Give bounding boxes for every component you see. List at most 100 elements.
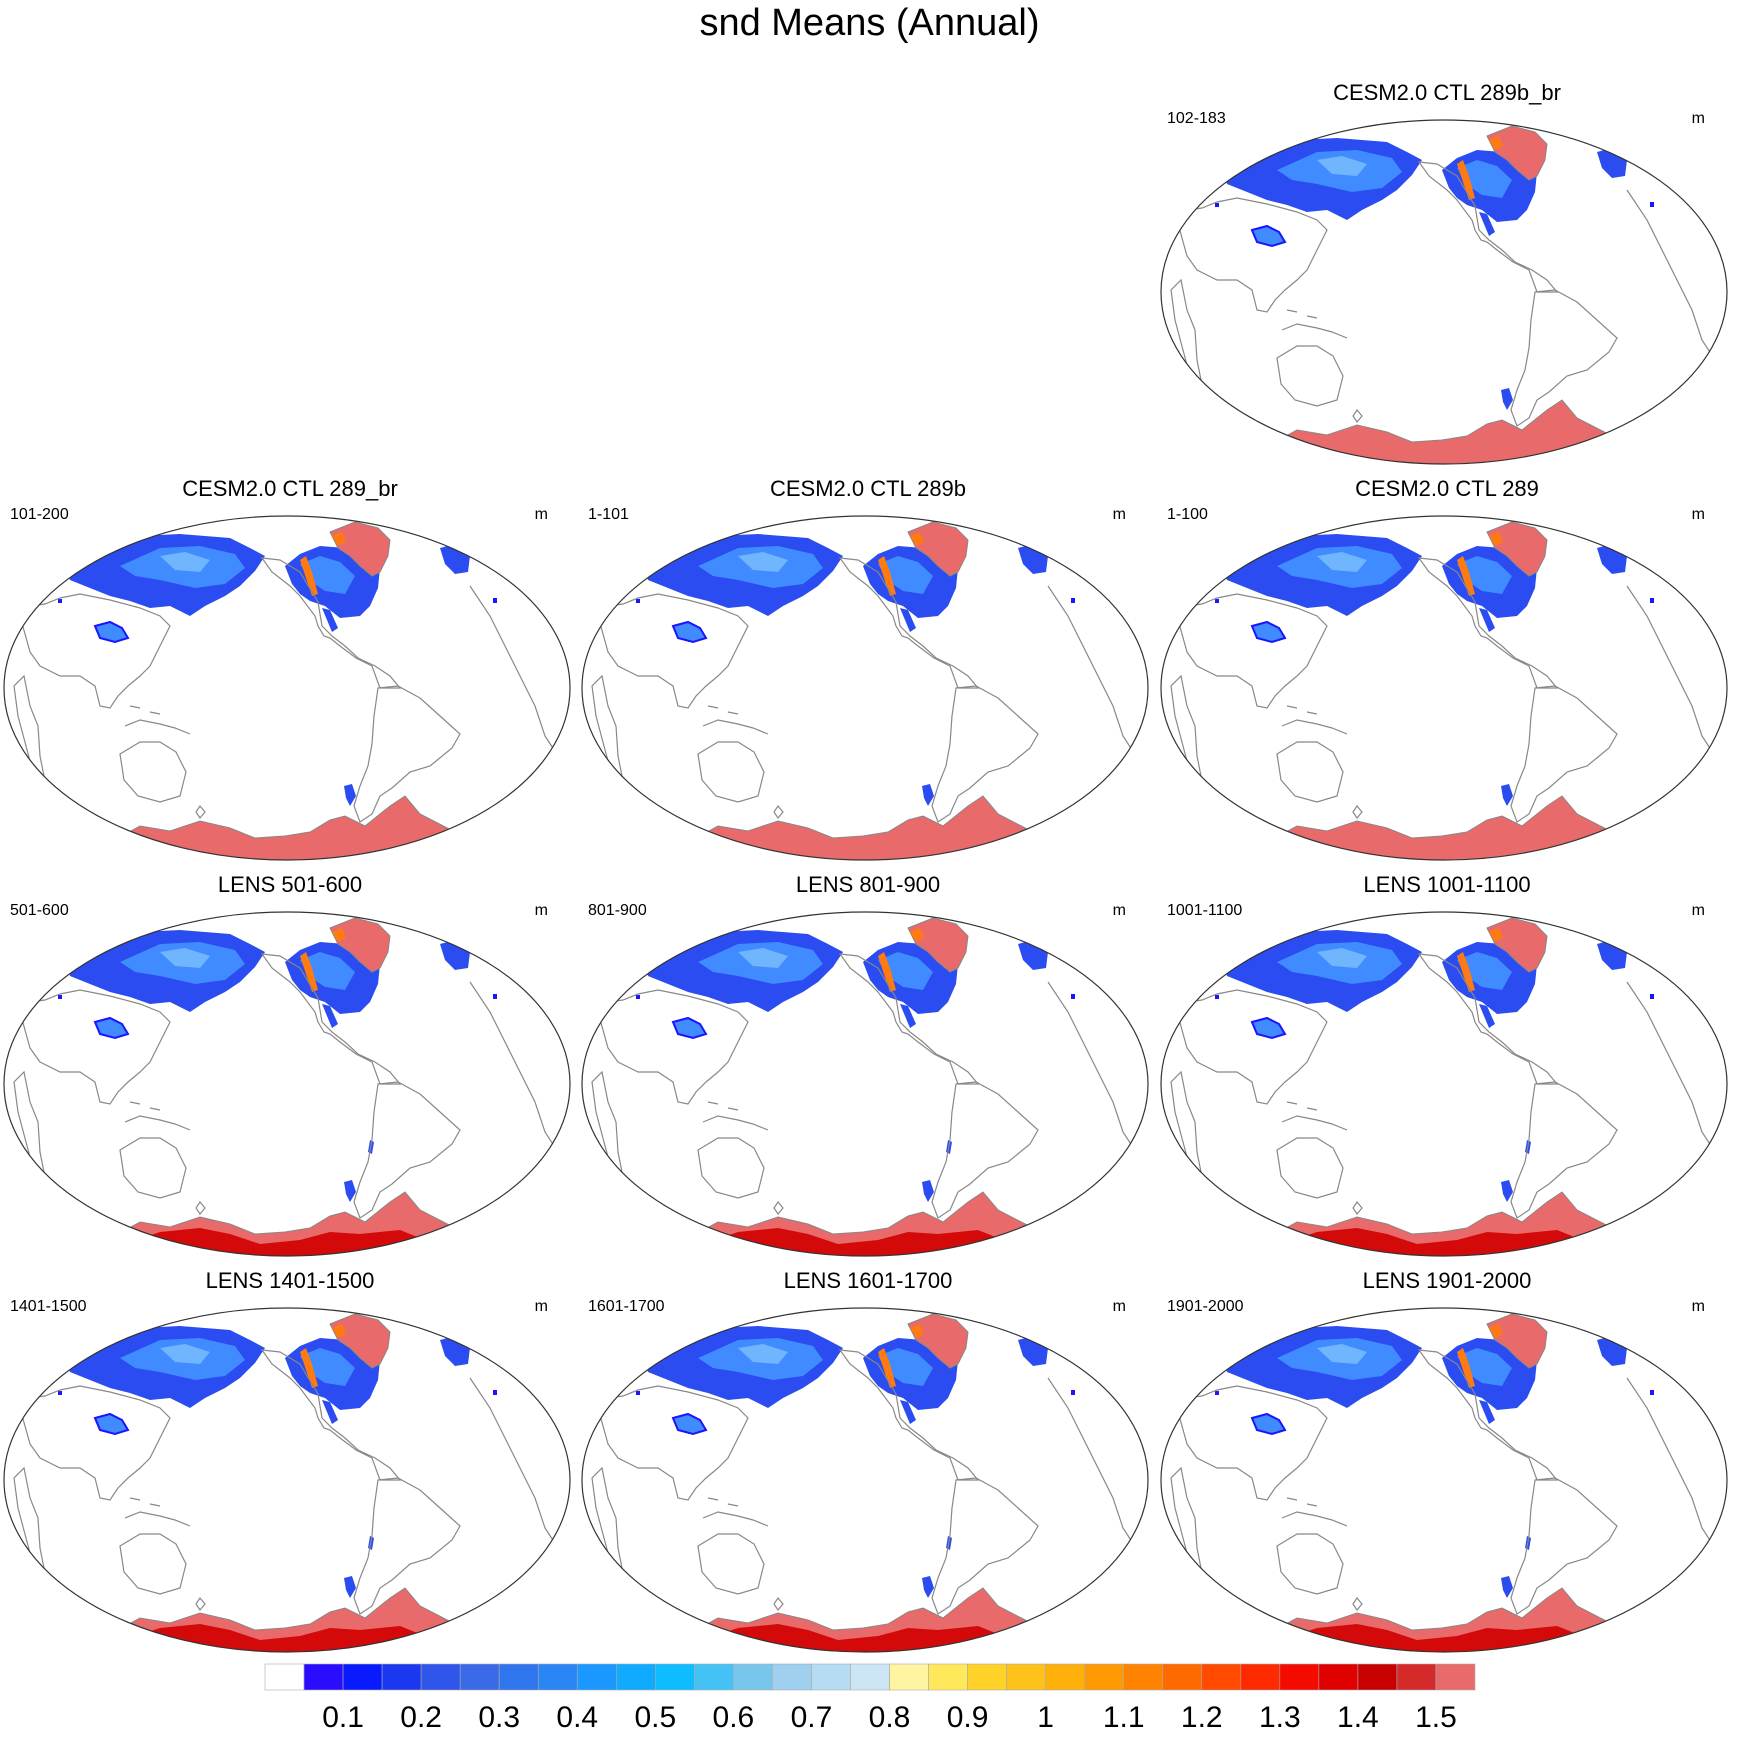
greenland-snow (1486, 125, 1548, 181)
map-panel-lens-1001-1100: LENS 1001-1100 1001-1100 m (1157, 872, 1737, 1257)
map-frame (1160, 119, 1728, 465)
colorbar-swatch (1084, 1663, 1125, 1691)
map-feature (1457, 952, 1512, 990)
panel-year-range: 1001-1100 (1167, 902, 1243, 919)
map-feature (300, 952, 318, 992)
map-feature (1071, 1390, 1075, 1395)
tibet-snow (1250, 620, 1287, 644)
map-feature (900, 608, 916, 632)
map-feature (493, 1390, 497, 1395)
colorbar-swatch (694, 1663, 734, 1691)
snow-depth-map (3, 911, 571, 1257)
asia-coastline (19, 593, 171, 709)
map-feature (300, 556, 355, 594)
colorbar-tick-label: 0.6 (713, 1701, 755, 1734)
asia-coastline (19, 1385, 171, 1501)
map-feature (1317, 948, 1367, 968)
greenland-snow (907, 1313, 969, 1369)
map-feature (1317, 552, 1367, 572)
panel-title: LENS 1401-1500 (205, 1268, 375, 1293)
map-feature (773, 1200, 784, 1216)
antarctica-deep-snow (1267, 1228, 1612, 1256)
south-america-coastline (353, 685, 461, 823)
panel-year-range: 801-900 (588, 902, 647, 919)
colorbar-tick-label: 0.8 (869, 1701, 911, 1734)
map-feature (900, 1004, 916, 1028)
map-feature (58, 599, 62, 603)
south-america-coastline (353, 1081, 461, 1219)
map-feature (1352, 1200, 1363, 1216)
map-feature (1317, 1344, 1367, 1364)
map-panel-ctl-289b: CESM2.0 CTL 289b 1-101 m (578, 476, 1158, 861)
map-feature (1457, 952, 1475, 992)
map-frame (3, 911, 571, 1257)
map-feature (1479, 608, 1495, 632)
map-feature (195, 804, 206, 820)
map-feature (332, 928, 346, 942)
map-feature (1161, 516, 1727, 860)
map-feature (922, 1180, 934, 1202)
map-frame (1160, 515, 1728, 861)
south-america-coastline (1510, 685, 1618, 823)
colorbar-tick-label: 0.9 (947, 1701, 989, 1734)
map-feature (878, 952, 896, 992)
snow-depth-map (3, 1307, 571, 1653)
panel-units: m (1112, 902, 1126, 919)
maritime-continent (702, 705, 769, 735)
map-feature (582, 912, 1148, 1256)
map-feature (738, 1344, 788, 1364)
panel-title: CESM2.0 CTL 289b_br (1333, 80, 1561, 105)
colorbar-swatch (967, 1663, 1007, 1691)
australia-coastline (697, 1533, 765, 1595)
colorbar-swatch (615, 1663, 656, 1691)
map-feature (1071, 994, 1075, 999)
australia-coastline (697, 1137, 765, 1199)
colorbar-swatch (498, 1663, 539, 1691)
map-feature (773, 1596, 784, 1612)
antarctica-deep-snow (110, 1624, 455, 1652)
colorbar-swatch (537, 1663, 578, 1691)
africa-europe-east-coastline (1047, 585, 1137, 757)
map-feature (4, 1308, 570, 1652)
greenland-snow (329, 1313, 391, 1369)
maritime-continent (702, 1101, 769, 1131)
greenland-snow (1486, 521, 1548, 577)
map-frame (581, 1307, 1149, 1653)
panel-units: m (1112, 506, 1126, 523)
map-feature (1352, 804, 1363, 820)
tibet-snow (93, 1412, 130, 1436)
colorbar-tick-label: 0.4 (556, 1701, 598, 1734)
colorbar-swatch (733, 1663, 773, 1691)
map-feature (910, 928, 924, 942)
asia-coastline (19, 989, 171, 1105)
colorbar-swatch (811, 1663, 851, 1691)
map-feature (1479, 1004, 1495, 1028)
map-feature (1650, 994, 1654, 999)
map-feature (1071, 598, 1075, 603)
map-feature (58, 995, 62, 999)
map-frame (3, 1307, 571, 1653)
map-feature (1479, 212, 1495, 236)
australia-coastline (119, 741, 187, 803)
panel-title: CESM2.0 CTL 289b (769, 476, 967, 501)
greenland-snow (907, 917, 969, 973)
tibet-snow (671, 620, 708, 644)
map-feature (160, 948, 210, 968)
colorbar-swatch (459, 1663, 500, 1691)
snow-depth-map (581, 1307, 1149, 1653)
snow-depth-map (1160, 911, 1728, 1257)
colorbar-swatch (850, 1663, 890, 1691)
south-america-coastline (1510, 1081, 1618, 1219)
snow-depth-map (581, 911, 1149, 1257)
panel-year-range: 102-183 (1167, 110, 1226, 127)
figure-title: snd Means (Annual) (699, 2, 1040, 44)
colorbar-swatch (1357, 1663, 1398, 1691)
asia-coastline (1176, 197, 1328, 313)
map-feature (878, 1348, 896, 1388)
tibet-snow (93, 1016, 130, 1040)
map-feature (636, 995, 640, 999)
map-feature (738, 948, 788, 968)
greenland-snow (329, 521, 391, 577)
map-feature (636, 599, 640, 603)
south-america-coastline (931, 1477, 1039, 1615)
